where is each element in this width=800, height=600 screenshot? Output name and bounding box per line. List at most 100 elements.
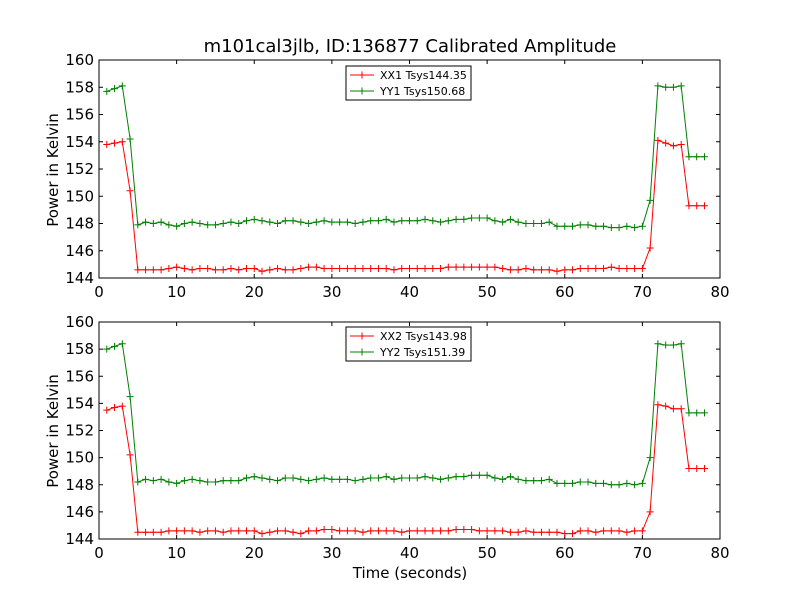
data-point xyxy=(149,220,157,227)
data-point xyxy=(475,527,483,535)
data-point xyxy=(561,266,569,274)
data-point xyxy=(359,218,367,226)
y-tick-label: 156 xyxy=(65,367,94,385)
data-point xyxy=(638,264,646,272)
data-point xyxy=(157,218,165,226)
legend-box xyxy=(345,65,472,101)
data-point xyxy=(219,220,227,227)
data-point xyxy=(351,220,359,227)
data-point xyxy=(165,478,173,486)
data-point xyxy=(196,477,204,485)
data-point xyxy=(382,473,390,481)
y-tick-label: 150 xyxy=(65,187,94,205)
data-point xyxy=(126,135,134,143)
data-point xyxy=(188,475,196,483)
data-point xyxy=(638,527,646,535)
data-point xyxy=(111,342,119,350)
data-point xyxy=(506,215,514,223)
data-point xyxy=(367,264,375,272)
data-point xyxy=(646,196,654,204)
data-point xyxy=(600,527,608,535)
data-point xyxy=(328,475,336,483)
data-point xyxy=(545,266,553,274)
x-tick-label: 0 xyxy=(94,544,104,562)
data-point xyxy=(662,83,670,91)
data-point xyxy=(452,263,460,271)
data-point xyxy=(305,263,313,271)
data-point xyxy=(142,266,150,274)
data-point xyxy=(685,153,693,161)
data-point xyxy=(693,153,701,161)
data-point xyxy=(142,475,150,483)
data-point xyxy=(685,464,693,472)
data-point xyxy=(592,528,600,536)
data-point xyxy=(693,202,701,210)
data-point xyxy=(662,402,670,410)
data-point xyxy=(592,222,600,230)
plot-frame xyxy=(98,321,721,540)
data-point xyxy=(274,220,282,227)
data-point xyxy=(615,481,623,489)
data-point xyxy=(103,87,111,95)
data-point xyxy=(343,218,351,226)
data-point xyxy=(437,218,445,226)
data-point xyxy=(506,266,514,274)
data-point xyxy=(669,142,677,150)
data-point xyxy=(359,528,367,536)
data-point xyxy=(165,527,173,535)
data-point xyxy=(281,474,289,482)
data-point xyxy=(553,222,561,230)
data-point xyxy=(607,481,615,489)
x-tick-label: 10 xyxy=(167,283,186,301)
data-point xyxy=(374,527,382,535)
data-point xyxy=(444,527,452,535)
y-tick-label: 144 xyxy=(65,530,94,548)
data-point xyxy=(468,526,476,534)
data-point xyxy=(522,477,530,485)
y-tick-label: 156 xyxy=(65,106,94,124)
legend-label: YY2 Tsys151.39 xyxy=(379,346,465,359)
data-point xyxy=(250,473,258,481)
data-point xyxy=(413,527,421,535)
data-point xyxy=(561,479,569,487)
data-point xyxy=(343,475,351,483)
data-point xyxy=(242,217,250,225)
data-point xyxy=(196,264,204,272)
data-point xyxy=(693,464,701,472)
data-point xyxy=(460,526,468,534)
data-point xyxy=(173,527,181,535)
data-point xyxy=(631,264,639,272)
data-point xyxy=(149,266,157,274)
data-point xyxy=(514,218,522,226)
x-tick-label: 50 xyxy=(478,283,497,301)
data-point xyxy=(289,266,297,274)
data-point xyxy=(134,221,142,229)
data-point xyxy=(336,218,344,226)
data-point xyxy=(623,222,631,230)
data-point xyxy=(266,528,274,536)
data-point xyxy=(320,264,328,272)
data-point xyxy=(336,475,344,483)
x-tick-label: 80 xyxy=(710,283,729,301)
data-point xyxy=(320,217,328,225)
data-point xyxy=(600,479,608,487)
data-point xyxy=(700,153,708,161)
data-point xyxy=(211,266,219,274)
data-point xyxy=(483,527,491,535)
data-point xyxy=(444,474,452,482)
data-point xyxy=(103,406,111,414)
data-point xyxy=(700,409,708,417)
data-point xyxy=(227,218,235,226)
data-point xyxy=(483,263,491,271)
data-point xyxy=(669,83,677,91)
data-point xyxy=(421,527,429,535)
data-point xyxy=(297,475,305,483)
data-point xyxy=(242,264,250,272)
data-point xyxy=(118,138,126,146)
data-point xyxy=(111,85,119,93)
legend-marker xyxy=(358,348,366,356)
data-point xyxy=(312,263,320,271)
x-tick-label: 60 xyxy=(555,544,574,562)
data-point xyxy=(374,217,382,225)
